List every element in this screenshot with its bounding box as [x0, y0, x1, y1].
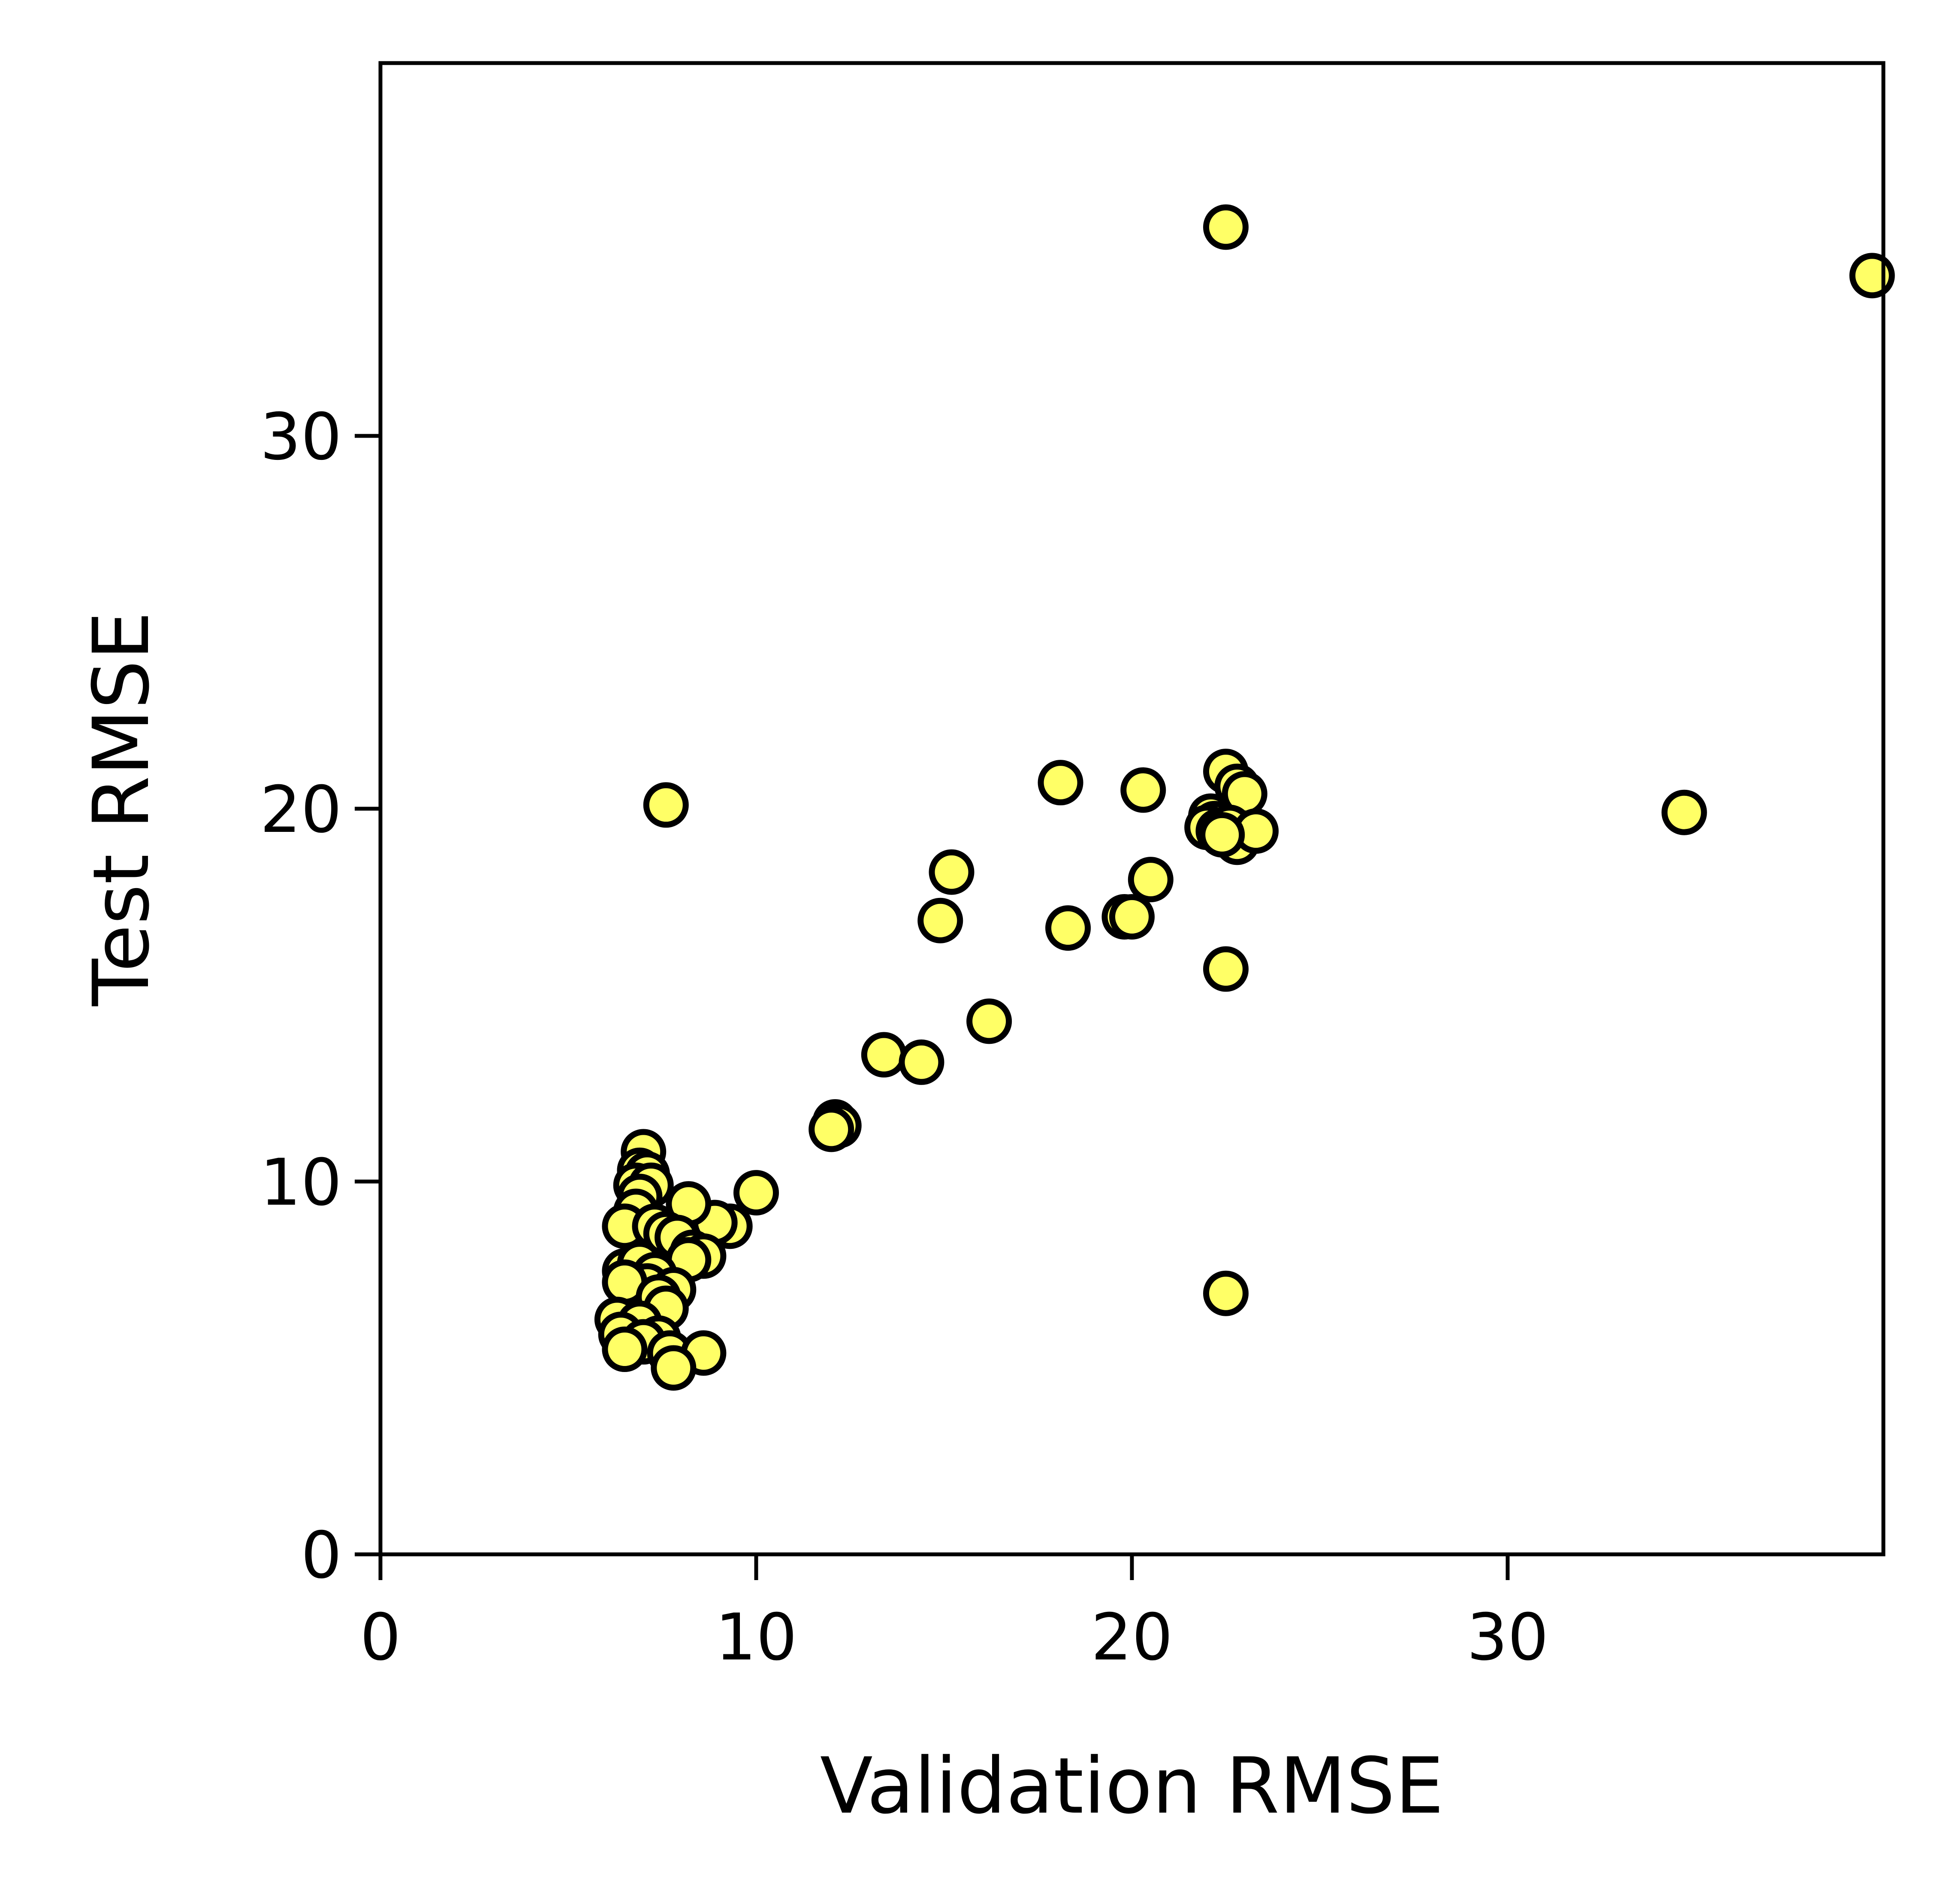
data-point [1128, 857, 1174, 903]
plot-frame [378, 61, 1886, 1556]
data-point [1038, 760, 1083, 806]
data-points [594, 204, 1895, 1391]
data-point [861, 1032, 907, 1078]
data-point [1849, 253, 1895, 299]
data-point [1203, 946, 1249, 992]
x-tick-label: 10 [715, 1600, 797, 1675]
data-point [899, 1039, 944, 1085]
data-point [1120, 767, 1166, 813]
data-point [1203, 204, 1249, 250]
data-point [643, 782, 689, 828]
x-axis: 0 10 20 30 [360, 1554, 1548, 1675]
data-point [1661, 789, 1707, 835]
data-point [733, 1170, 779, 1216]
x-axis-label: Validation RMSE [820, 1741, 1444, 1831]
y-axis-label: Test RMSE [77, 611, 166, 1006]
x-tick-label: 20 [1091, 1600, 1173, 1675]
data-point [602, 1327, 648, 1372]
data-point [929, 849, 975, 895]
data-point [651, 1345, 697, 1391]
data-point [1045, 905, 1091, 951]
data-point [1109, 894, 1155, 940]
y-axis: 0 10 20 30 [260, 400, 380, 1593]
data-point [1203, 1270, 1249, 1316]
data-point [809, 1106, 854, 1152]
x-tick-label: 30 [1467, 1600, 1549, 1675]
data-point [917, 898, 963, 943]
y-tick-label: 20 [260, 773, 342, 847]
y-tick-label: 0 [301, 1518, 342, 1593]
y-tick-label: 30 [260, 400, 342, 474]
data-point [966, 998, 1012, 1044]
data-point [1199, 812, 1245, 858]
x-tick-label: 0 [360, 1600, 401, 1675]
y-tick-label: 10 [260, 1145, 342, 1220]
